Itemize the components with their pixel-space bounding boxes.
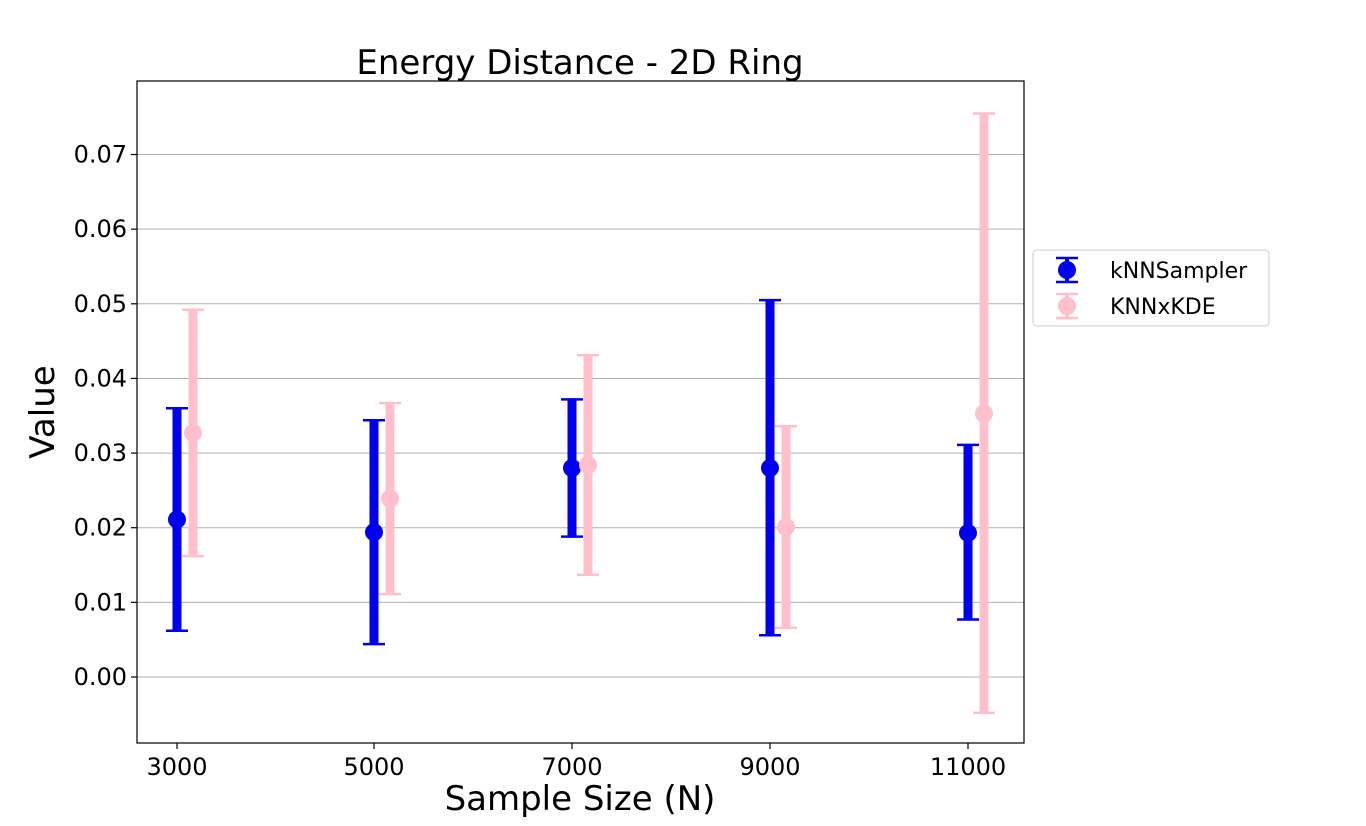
y-tick-layer: 0.00 0.01 0.02 0.03 0.04 0.05 0.06 0.07 — [74, 141, 137, 691]
legend-marker — [1058, 297, 1076, 315]
legend-label: KNNxKDE — [1110, 295, 1216, 320]
legend-marker — [1058, 261, 1076, 279]
legend-label: kNNSampler — [1110, 259, 1248, 284]
legend-entry-1: KNNxKDE — [1056, 292, 1216, 320]
data-point — [777, 517, 795, 536]
data-point — [168, 510, 186, 529]
data-point — [381, 489, 399, 508]
x-tick-label: 11000 — [930, 753, 1006, 781]
x-tick-label: 7000 — [541, 753, 602, 781]
y-tick-label: 0.05 — [74, 290, 127, 318]
plot-frame — [136, 80, 1025, 744]
series-1 — [182, 112, 995, 715]
x-axis-label: Sample Size (N) — [445, 779, 716, 819]
x-tick-label: 5000 — [343, 753, 404, 781]
x-tick-label: 3000 — [146, 753, 207, 781]
y-tick-label: 0.02 — [74, 514, 127, 542]
data-point — [365, 523, 383, 542]
y-axis-label: Value — [23, 365, 63, 458]
data-point — [563, 459, 581, 478]
x-tick-label: 9000 — [739, 753, 800, 781]
y-tick-label: 0.00 — [74, 663, 127, 691]
legend-entry-0: kNNSampler — [1056, 256, 1248, 284]
y-tick-label: 0.01 — [74, 588, 127, 616]
x-tick-layer: 3000 5000 7000 9000 11000 — [146, 743, 1006, 781]
series-0 — [166, 298, 979, 646]
chart-title: Energy Distance - 2D Ring — [356, 43, 803, 83]
y-tick-label: 0.04 — [74, 364, 127, 392]
y-tick-label: 0.03 — [74, 439, 127, 467]
series-layer — [166, 112, 995, 715]
data-point — [959, 523, 977, 542]
data-point — [975, 404, 993, 423]
y-tick-label: 0.07 — [74, 141, 127, 169]
y-tick-label: 0.06 — [74, 215, 127, 243]
data-point — [184, 423, 202, 442]
data-point — [761, 459, 779, 478]
legend: kNNSampler KNNxKDE — [1032, 249, 1270, 327]
legend-frame — [1032, 249, 1270, 327]
grid-layer — [137, 154, 1024, 678]
data-point — [579, 456, 597, 475]
